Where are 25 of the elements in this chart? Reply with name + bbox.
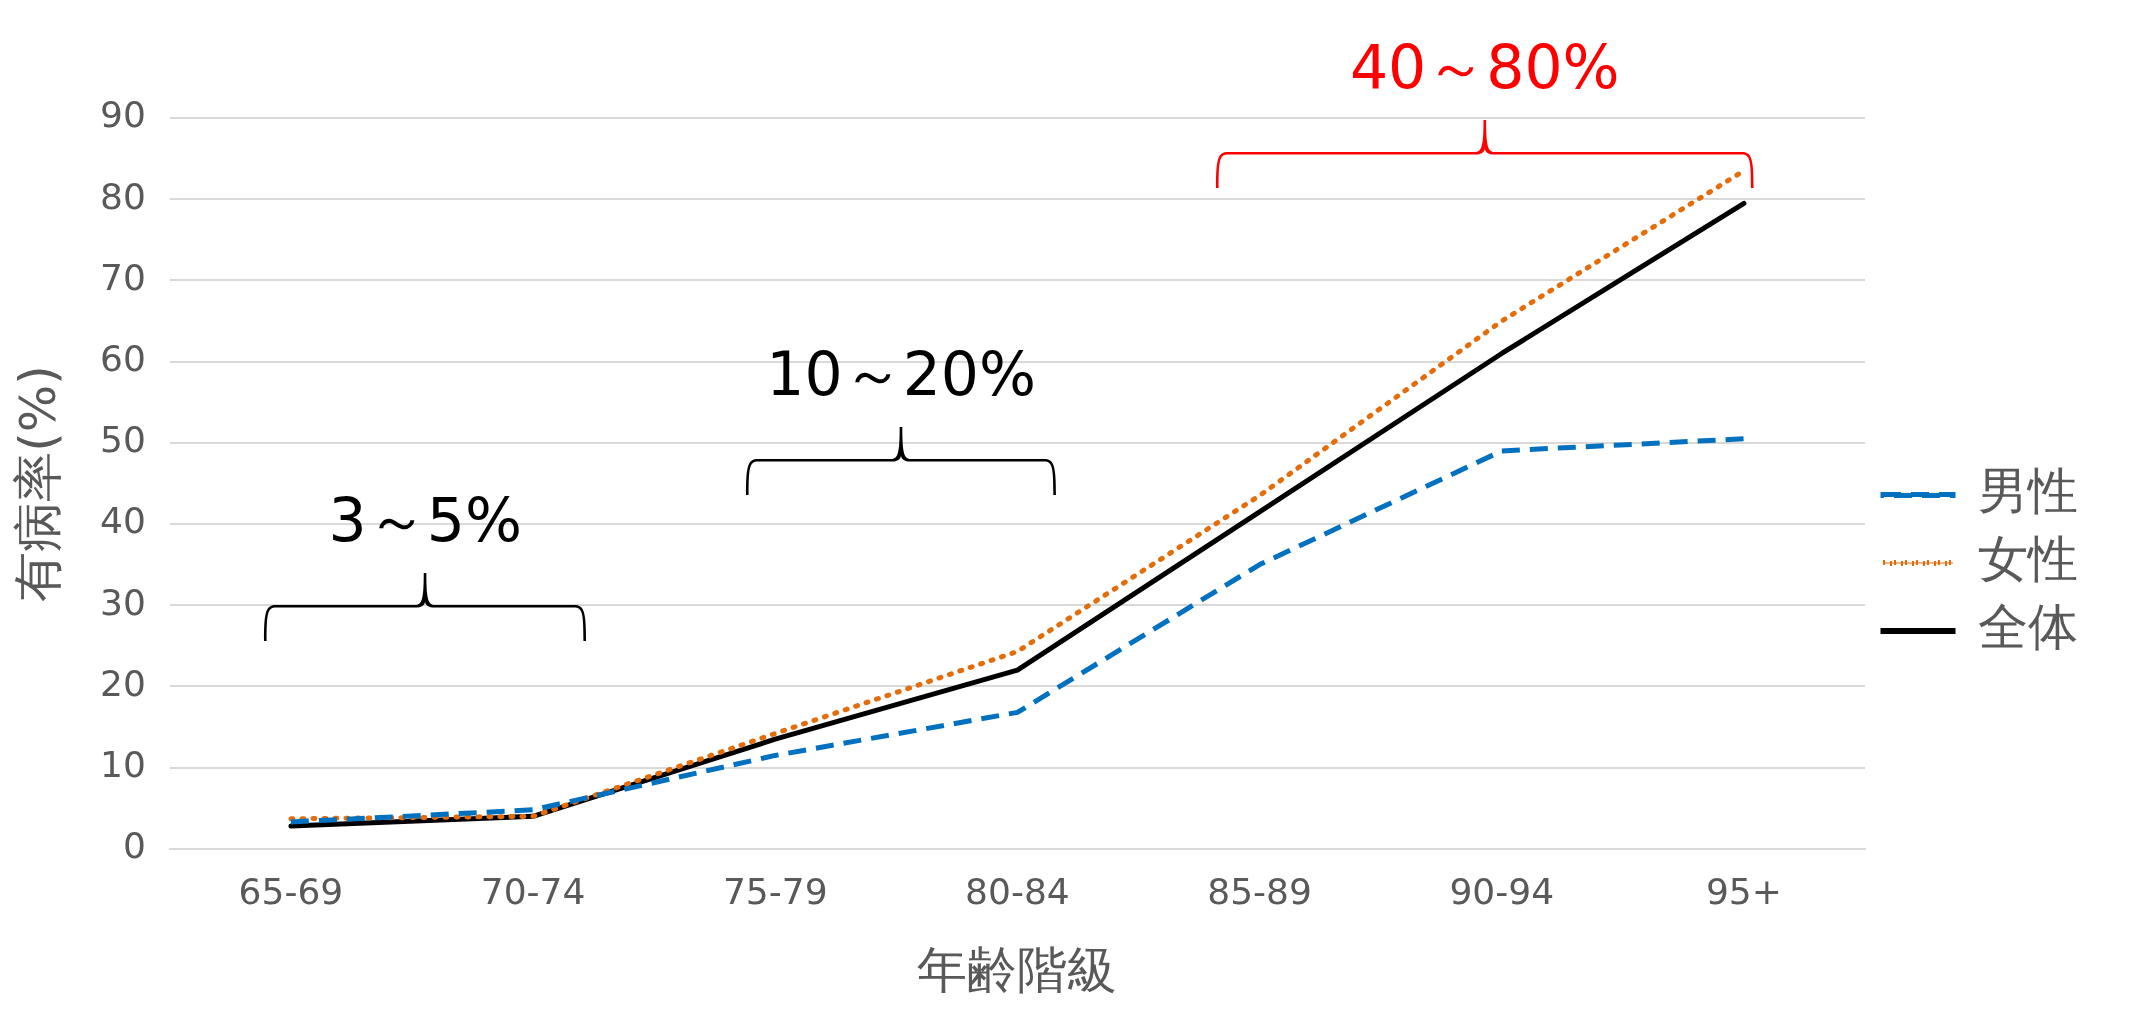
x-axis-title: 年齢階級 xyxy=(917,940,1118,999)
x-tick-label: 75-79 xyxy=(722,870,828,912)
annotation: 10～20% xyxy=(765,337,1037,411)
y-tick-label: 40 xyxy=(100,500,146,542)
y-tick-label: 20 xyxy=(100,662,146,704)
legend-label: 女性 xyxy=(1978,529,2078,588)
y-tick-label: 60 xyxy=(100,337,146,379)
x-tick-label: 80-84 xyxy=(965,870,1070,912)
legend-label: 全体 xyxy=(1978,597,2078,656)
text: 40～80% xyxy=(1348,31,1621,104)
y-tick-label: 90 xyxy=(100,94,146,136)
y-tick-label: 70 xyxy=(100,256,146,298)
y-tick-label: 50 xyxy=(100,419,146,461)
y-tick-label: 10 xyxy=(100,743,146,785)
x-tick-label: 65-69 xyxy=(238,870,344,912)
x-tick-label: 85-89 xyxy=(1207,870,1312,912)
x-tick-label: 90-94 xyxy=(1449,870,1555,912)
y-axis-title: 有病率(%) xyxy=(8,365,67,602)
y-tick-label: 0 xyxy=(122,825,146,867)
y-tick-label: 30 xyxy=(100,581,146,623)
annotation: 3～5% xyxy=(327,484,523,558)
legend-label: 男性 xyxy=(1978,461,2078,520)
x-tick-label: 70-74 xyxy=(480,870,586,912)
y-tick-label: 80 xyxy=(100,175,146,217)
x-tick-label: 95+ xyxy=(1705,870,1782,912)
